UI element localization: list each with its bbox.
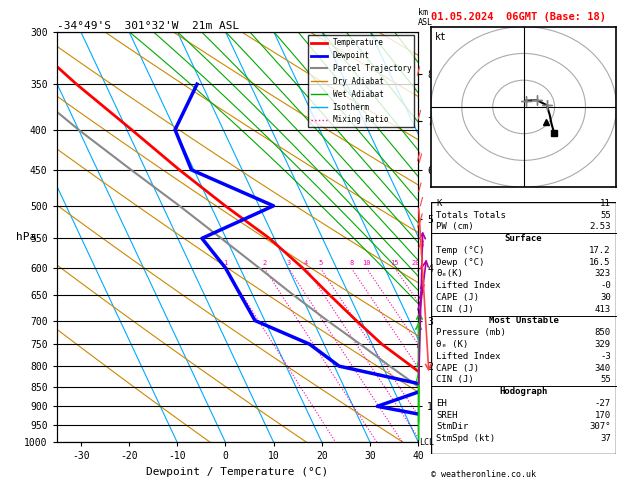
Text: K: K bbox=[437, 199, 442, 208]
Text: Totals Totals: Totals Totals bbox=[437, 211, 506, 220]
Text: CIN (J): CIN (J) bbox=[437, 375, 474, 384]
Text: 30: 30 bbox=[600, 293, 611, 302]
Text: CAPE (J): CAPE (J) bbox=[437, 364, 479, 372]
Text: SREH: SREH bbox=[437, 411, 458, 419]
Text: 2.53: 2.53 bbox=[589, 223, 611, 231]
Text: LCL: LCL bbox=[419, 438, 434, 447]
X-axis label: Dewpoint / Temperature (°C): Dewpoint / Temperature (°C) bbox=[147, 467, 328, 477]
Text: Dewp (°C): Dewp (°C) bbox=[437, 258, 485, 267]
Text: Surface: Surface bbox=[505, 234, 542, 243]
Text: km
ASL: km ASL bbox=[418, 8, 433, 28]
Text: EH: EH bbox=[437, 399, 447, 408]
Text: PW (cm): PW (cm) bbox=[437, 223, 474, 231]
Text: 2: 2 bbox=[262, 260, 267, 265]
Text: Most Unstable: Most Unstable bbox=[489, 316, 559, 326]
Text: 55: 55 bbox=[600, 375, 611, 384]
Text: Lifted Index: Lifted Index bbox=[437, 281, 501, 290]
Text: Pressure (mb): Pressure (mb) bbox=[437, 328, 506, 337]
Text: 11: 11 bbox=[600, 199, 611, 208]
Text: 413: 413 bbox=[595, 305, 611, 314]
Text: -0: -0 bbox=[600, 281, 611, 290]
Text: Temp (°C): Temp (°C) bbox=[437, 246, 485, 255]
Text: 55: 55 bbox=[600, 211, 611, 220]
Text: 307°: 307° bbox=[589, 422, 611, 431]
Text: 323: 323 bbox=[595, 269, 611, 278]
Text: StmDir: StmDir bbox=[437, 422, 469, 431]
Text: 850: 850 bbox=[595, 328, 611, 337]
Text: 20: 20 bbox=[411, 260, 420, 265]
Text: hPa: hPa bbox=[16, 232, 36, 242]
Text: -3: -3 bbox=[600, 352, 611, 361]
Text: 329: 329 bbox=[595, 340, 611, 349]
Text: kt: kt bbox=[435, 32, 447, 41]
Text: 16.5: 16.5 bbox=[589, 258, 611, 267]
Text: Hodograph: Hodograph bbox=[499, 387, 548, 396]
Text: © weatheronline.co.uk: © weatheronline.co.uk bbox=[431, 470, 536, 479]
Text: 01.05.2024  06GMT (Base: 18): 01.05.2024 06GMT (Base: 18) bbox=[431, 12, 606, 22]
Legend: Temperature, Dewpoint, Parcel Trajectory, Dry Adiabat, Wet Adiabat, Isotherm, Mi: Temperature, Dewpoint, Parcel Trajectory… bbox=[308, 35, 415, 127]
Text: 15: 15 bbox=[391, 260, 399, 265]
Text: 170: 170 bbox=[595, 411, 611, 419]
Text: θₑ(K): θₑ(K) bbox=[437, 269, 464, 278]
Text: -34°49'S  301°32'W  21m ASL: -34°49'S 301°32'W 21m ASL bbox=[57, 21, 239, 31]
Text: CAPE (J): CAPE (J) bbox=[437, 293, 479, 302]
Text: 8: 8 bbox=[349, 260, 353, 265]
Text: 10: 10 bbox=[362, 260, 370, 265]
Text: 5: 5 bbox=[318, 260, 323, 265]
Text: StmSpd (kt): StmSpd (kt) bbox=[437, 434, 496, 443]
Text: 17.2: 17.2 bbox=[589, 246, 611, 255]
Text: -27: -27 bbox=[595, 399, 611, 408]
Text: CIN (J): CIN (J) bbox=[437, 305, 474, 314]
Text: 1: 1 bbox=[223, 260, 228, 265]
Text: 3: 3 bbox=[286, 260, 291, 265]
Text: 37: 37 bbox=[600, 434, 611, 443]
Text: 340: 340 bbox=[595, 364, 611, 372]
Text: Lifted Index: Lifted Index bbox=[437, 352, 501, 361]
Text: 4: 4 bbox=[304, 260, 308, 265]
Text: θₑ (K): θₑ (K) bbox=[437, 340, 469, 349]
